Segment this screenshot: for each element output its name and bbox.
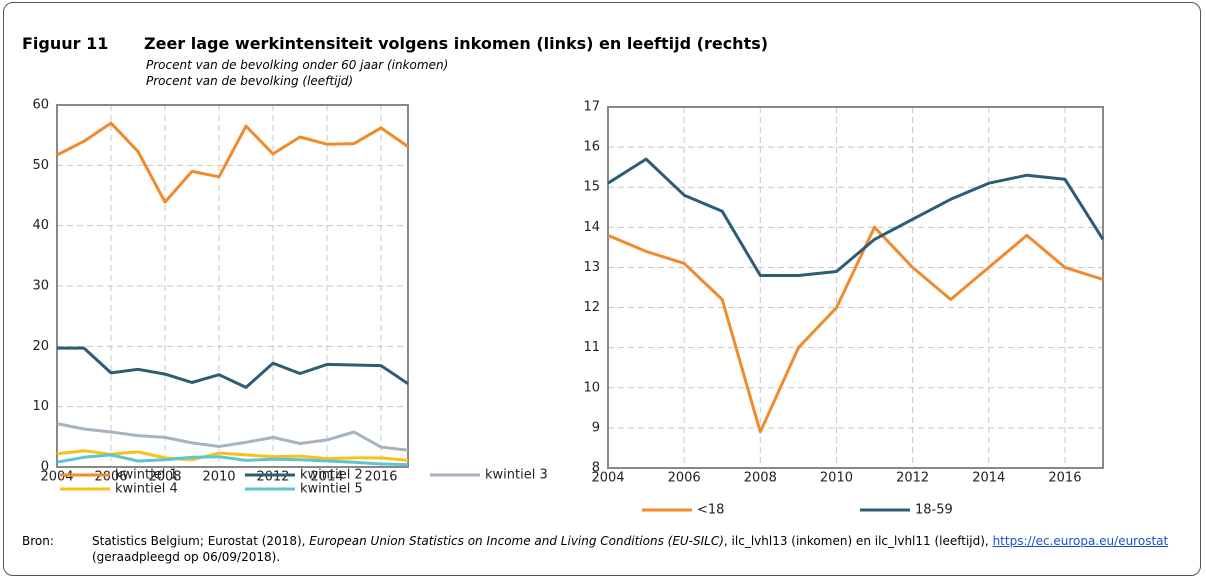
frame bbox=[3, 2, 1201, 576]
text: Statistics Belgium; Eurostat (2018), bbox=[92, 534, 310, 548]
y-tick-label: 15 bbox=[583, 180, 600, 195]
text: , ilc_lvhl13 (inkomen) en ilc_lvhl11 (le… bbox=[723, 534, 993, 548]
y-tick-label: 16 bbox=[583, 140, 600, 155]
source-text: Statistics Belgium; Eurostat (2018), Eur… bbox=[92, 533, 1202, 565]
line bbox=[56, 121, 409, 204]
y-tick-label: 17 bbox=[583, 100, 600, 115]
x-tick-label: 2014 bbox=[310, 470, 343, 485]
y-tick-label: 9 bbox=[592, 420, 600, 435]
header: Figuur 11 Zeer lage werkintensiteit volge… bbox=[22, 34, 768, 53]
x-tick-label: 2010 bbox=[820, 471, 853, 486]
x-tick-label: 2004 bbox=[40, 470, 73, 485]
legend-label: 18-59 bbox=[915, 503, 953, 518]
y-tick-label: 50 bbox=[32, 158, 49, 173]
x-tick-label: 2012 bbox=[896, 471, 929, 486]
y-tick-label: 13 bbox=[583, 260, 600, 275]
x-tick-label: 2016 bbox=[1048, 471, 1081, 486]
figure-label: Figuur 11 bbox=[22, 34, 109, 53]
source-label: Bron: bbox=[22, 534, 54, 548]
x-tick-label: 2006 bbox=[94, 470, 127, 485]
y-tick-label: 40 bbox=[32, 218, 49, 233]
line bbox=[607, 157, 1105, 277]
x-tick-label: 2016 bbox=[364, 470, 397, 485]
plot-frame bbox=[56, 104, 409, 468]
text: (geraadpleegd op 06/09/2018). bbox=[92, 550, 281, 564]
y-tick-label: 10 bbox=[32, 399, 49, 414]
x-tick-label: 2012 bbox=[256, 470, 289, 485]
legend-label: kwintiel 1 bbox=[115, 468, 178, 483]
y-tick-label: 10 bbox=[583, 380, 600, 395]
x-tick-label: 2006 bbox=[668, 471, 701, 486]
legend-label: kwintiel 3 bbox=[485, 468, 548, 483]
line bbox=[607, 225, 1104, 434]
y-tick-label: 14 bbox=[583, 220, 600, 235]
y-tick-label: 60 bbox=[32, 98, 49, 113]
legend-label: kwintiel 2 bbox=[300, 468, 363, 483]
legend-label: kwintiel 5 bbox=[300, 482, 363, 497]
x-tick-label: 2008 bbox=[744, 471, 777, 486]
line bbox=[56, 422, 409, 452]
x-tick-label: 2014 bbox=[972, 471, 1005, 486]
legend-label: kwintiel 4 bbox=[115, 482, 178, 497]
text: European Union Statistics on Income and … bbox=[309, 534, 724, 548]
x-tick-label: 2008 bbox=[148, 470, 181, 485]
figure-title: Zeer lage werkintensiteit volgens inkome… bbox=[144, 34, 769, 53]
x-tick-label: 2010 bbox=[202, 470, 235, 485]
subtitle: Procent van de bevolking onder 60 jaar (… bbox=[146, 58, 449, 72]
x-tick-label: 2004 bbox=[591, 471, 624, 486]
line bbox=[56, 453, 409, 467]
y-tick-label: 20 bbox=[32, 339, 49, 354]
y-tick-label: 8 bbox=[592, 461, 600, 476]
subtitle: Procent van de bevolking (leeftijd) bbox=[146, 74, 354, 88]
y-tick-label: 0 bbox=[41, 460, 49, 475]
link[interactable]: https://ec.europa.eu/eurostat bbox=[992, 534, 1169, 548]
y-tick-label: 12 bbox=[583, 300, 600, 315]
line bbox=[57, 346, 409, 389]
line bbox=[56, 449, 409, 462]
y-tick-label: 11 bbox=[583, 340, 600, 355]
plot-frame bbox=[607, 106, 1104, 469]
y-tick-label: 30 bbox=[32, 279, 49, 294]
legend-label: <18 bbox=[697, 503, 724, 518]
